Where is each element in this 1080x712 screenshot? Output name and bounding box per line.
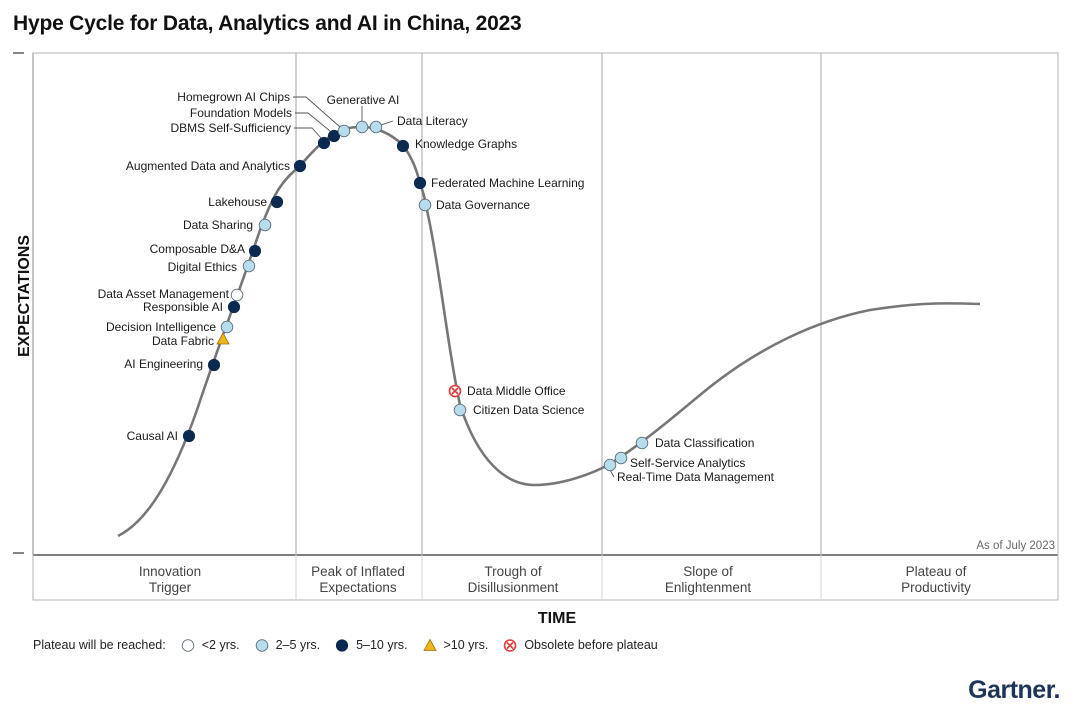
marker-data-sharing [258,218,272,232]
label-composable-danda: Composable D&A [150,242,245,256]
label-responsible-ai: Responsible AI [143,300,223,314]
phase-label-plateau-of-productivity: Plateau of [906,564,967,579]
legend-marker-obsolete [504,639,517,652]
as-of-note: As of July 2023 [976,540,1055,552]
label-data-middle-office: Data Middle Office [467,384,566,398]
marker-data-governance [418,198,432,212]
phase-label-innovation-trigger: Innovation [139,564,201,579]
label-real-time-data-management: Real-Time Data Management [617,470,775,484]
legend-item-gt10: >10 yrs. [422,638,489,652]
label-data-governance: Data Governance [436,198,530,212]
y-axis-label: EXPECTATIONS [16,235,33,357]
marker-augmented-data-and-analytics [293,159,307,173]
phase-label-slope-of-enlightenment: Enlightenment [665,580,752,595]
plot-border [32,52,1059,601]
leader-homegrown-ai-chips [293,96,341,128]
marker-citizen-data-science [453,403,467,417]
label-citizen-data-science: Citizen Data Science [473,403,585,417]
legend-swatch-lt2 [181,639,194,652]
legend-marker-lt2 [181,639,194,652]
label-generative-ai: Generative AI [327,93,400,107]
label-data-sharing: Data Sharing [183,218,253,232]
phase-label-trough-of-disillusionment: Disillusionment [468,580,559,595]
marker-data-middle-office [448,384,462,398]
label-augmented-data-and-analytics: Augmented Data and Analytics [126,159,290,173]
legend-title: Plateau will be reached: [33,638,166,652]
label-homegrown-ai-chips: Homegrown AI Chips [177,90,290,104]
chart-frame [13,52,1059,601]
legend-swatch-y5to10 [335,639,349,652]
label-ai-engineering: AI Engineering [124,357,203,371]
label-data-asset-management: Data Asset Management [98,287,230,301]
marker-generative-ai [355,120,369,134]
legend: Plateau will be reached: <2 yrs. 2–5 yrs.… [33,638,658,652]
legend-swatch-gt10 [422,638,437,651]
legend-label-y5to10: 5–10 yrs. [356,638,408,652]
marker-real-time-data-management [603,458,617,472]
phase-label-trough-of-disillusionment: Trough of [484,564,542,579]
marker-composable-danda [248,244,262,258]
marker-decision-intelligence [220,320,234,334]
label-knowledge-graphs: Knowledge Graphs [415,137,517,151]
legend-label-y2to5: 2–5 yrs. [275,638,321,652]
marker-causal-ai [182,429,196,443]
marker-responsible-ai [227,300,241,314]
label-federated-machine-learning: Federated Machine Learning [431,176,584,190]
leader-data-literacy [380,120,394,126]
phase-label-peak-of-inflated-expectations: Peak of Inflated [311,564,405,579]
marker-ai-engineering [207,358,221,372]
legend-item-y2to5: 2–5 yrs. [255,638,320,652]
legend-marker-y5to10 [335,639,349,652]
markers [182,120,649,472]
legend-item-y5to10: 5–10 yrs. [335,638,408,652]
legend-item-lt2: <2 yrs. [181,638,240,652]
legend-marker-gt10 [422,638,437,651]
point-labels: Causal AI AI Engineering Data FabricDecisi… [98,90,775,484]
x-axis-label: TIME [538,610,577,627]
phase-label-plateau-of-productivity: Productivity [901,580,971,595]
legend-label-gt10: >10 yrs. [443,638,489,652]
phase-label-innovation-trigger: Trigger [149,580,192,595]
marker-self-service-analytics [614,451,628,465]
gartner-logo: Gartner. [968,676,1060,704]
legend-swatch-obsolete [504,639,517,652]
label-lakehouse: Lakehouse [208,195,267,209]
label-data-literacy: Data Literacy [397,114,468,128]
legend-swatch-y2to5 [255,639,268,652]
label-dbms-self-sufficiency: DBMS Self-Sufficiency [171,121,292,135]
marker-data-literacy [369,120,383,134]
label-self-service-analytics: Self-Service Analytics [630,456,745,470]
marker-lakehouse [270,195,284,209]
marker-foundation-models [327,129,341,143]
label-data-classification: Data Classification [655,436,754,450]
label-leaders [293,96,615,478]
leader-dbms-self-sufficiency [294,127,322,139]
label-digital-ethics: Digital Ethics [168,260,237,274]
phase-label-peak-of-inflated-expectations: Expectations [319,580,397,595]
marker-dbms-self-sufficiency [317,136,331,150]
label-decision-intelligence: Decision Intelligence [106,320,216,334]
marker-knowledge-graphs [396,139,410,153]
marker-data-asset-management [230,288,244,302]
leader-foundation-models [295,112,331,132]
marker-data-classification [635,436,649,450]
legend-marker-y2to5 [255,639,268,652]
phase-label-slope-of-enlightenment: Slope of [683,564,733,579]
marker-data-fabric [216,332,230,345]
legend-label-lt2: <2 yrs. [201,638,240,652]
marker-federated-machine-learning [413,176,427,190]
marker-digital-ethics [242,259,256,273]
legend-label-obsolete: Obsolete before plateau [524,638,658,652]
chart-title: Hype Cycle for Data, Analytics and AI in… [13,12,522,35]
label-data-fabric: Data Fabric [152,334,214,348]
label-foundation-models: Foundation Models [190,106,292,120]
marker-homegrown-ai-chips [337,124,351,138]
legend-item-obsolete: Obsolete before plateau [503,638,658,652]
label-causal-ai: Causal AI [127,429,178,443]
